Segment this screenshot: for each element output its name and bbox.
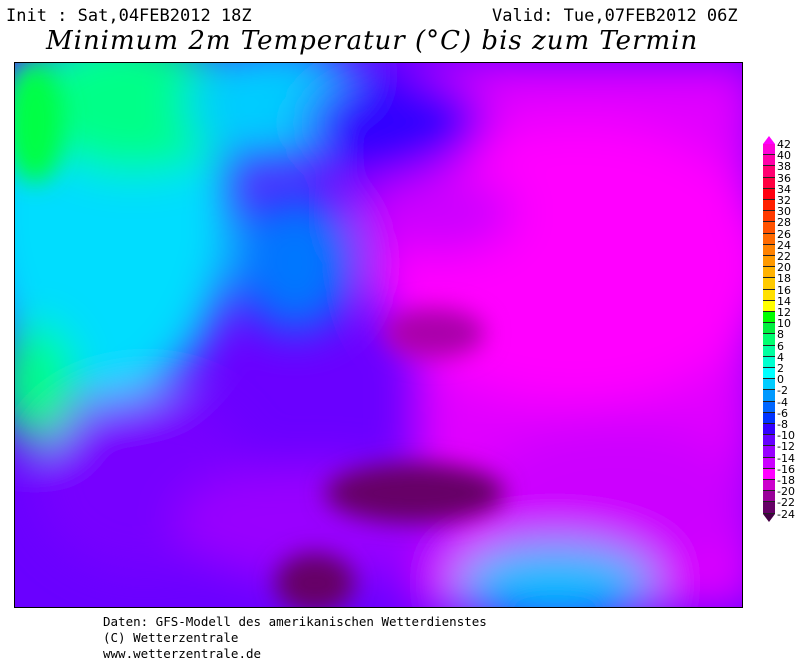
legend-label: 28 (777, 216, 791, 230)
legend-color-band (763, 435, 775, 447)
legend-color-band (763, 233, 775, 245)
legend-label: -14 (777, 451, 795, 465)
legend-label: 8 (777, 328, 784, 342)
legend-color-band (763, 412, 775, 424)
legend-label: 32 (777, 194, 791, 207)
legend-bottom-arrow (763, 513, 775, 522)
legend-label: -24 (777, 507, 795, 521)
legend-color-band (763, 300, 775, 312)
legend-top-arrow (763, 136, 775, 144)
legend-label: 40 (777, 149, 791, 163)
legend-color-band (763, 457, 775, 469)
legend-color-band (763, 144, 775, 156)
legend-color-band (763, 211, 775, 223)
legend-label: 18 (777, 272, 791, 286)
legend-label: -20 (777, 485, 795, 499)
legend-label: 2 (777, 362, 784, 375)
legend-label: 6 (777, 339, 784, 353)
legend-label: 20 (777, 261, 791, 275)
legend-label: 22 (777, 250, 791, 263)
legend-label: 26 (777, 227, 791, 241)
legend-color-band (763, 200, 775, 212)
legend-label: -16 (777, 462, 795, 476)
legend-label: 14 (777, 294, 791, 308)
legend-color-band (763, 323, 775, 335)
legend-color-band (763, 256, 775, 268)
map-title: Minimum 2m Temperatur (°C) bis zum Termi… (46, 26, 699, 56)
legend-label: 42 (777, 138, 791, 151)
legend-label: 34 (777, 182, 791, 196)
legend-label: -2 (777, 384, 788, 398)
legend-color-band (763, 401, 775, 413)
legend-color-band (763, 491, 775, 503)
footer-data-source: Daten: GFS-Modell des amerikanischen Wet… (103, 614, 487, 629)
legend-color-band (763, 345, 775, 357)
legend-label: -22 (777, 496, 795, 510)
legend-label: 30 (777, 205, 791, 219)
legend-color-band (763, 177, 775, 189)
legend-color-band (763, 480, 775, 492)
legend-label: 0 (777, 373, 784, 387)
footer-copyright: (C) Wetterzentrale (103, 630, 239, 645)
legend-color-band (763, 390, 775, 402)
legend-label: 24 (777, 238, 791, 252)
init-time: Init : Sat,04FEB2012 18Z (6, 6, 252, 26)
legend-label: -18 (777, 474, 795, 487)
legend-color-band (763, 155, 775, 167)
legend-color-band (763, 502, 775, 514)
legend-label: 10 (777, 317, 791, 331)
legend-label: 16 (777, 283, 791, 297)
legend-color-band (763, 222, 775, 234)
legend-color-band (763, 446, 775, 458)
legend-color-band (763, 267, 775, 279)
legend-color-band (763, 244, 775, 256)
legend-label: -6 (777, 406, 788, 420)
legend-label: -4 (777, 395, 788, 409)
legend-color-band (763, 289, 775, 301)
legend-label: -12 (777, 440, 795, 454)
legend-label: 38 (777, 160, 791, 174)
temperature-map (14, 62, 743, 608)
legend-label: -10 (777, 429, 795, 443)
temperature-field (15, 63, 742, 607)
legend-label: 12 (777, 306, 791, 319)
legend-color-band (763, 334, 775, 346)
legend-color-band (763, 166, 775, 178)
legend-color-band (763, 368, 775, 380)
legend-color-band (763, 312, 775, 324)
legend-color-band (763, 278, 775, 290)
legend-color-band (763, 424, 775, 436)
footer-website[interactable]: www.wetterzentrale.de (103, 646, 262, 661)
valid-time: Valid: Tue,07FEB2012 06Z (492, 6, 738, 26)
legend-label: 4 (777, 350, 784, 364)
legend-color-band (763, 356, 775, 368)
legend-color-band (763, 188, 775, 200)
legend-label: 36 (777, 171, 791, 185)
legend-color-band (763, 379, 775, 391)
legend-label: -8 (777, 418, 788, 431)
legend-color-band (763, 468, 775, 480)
